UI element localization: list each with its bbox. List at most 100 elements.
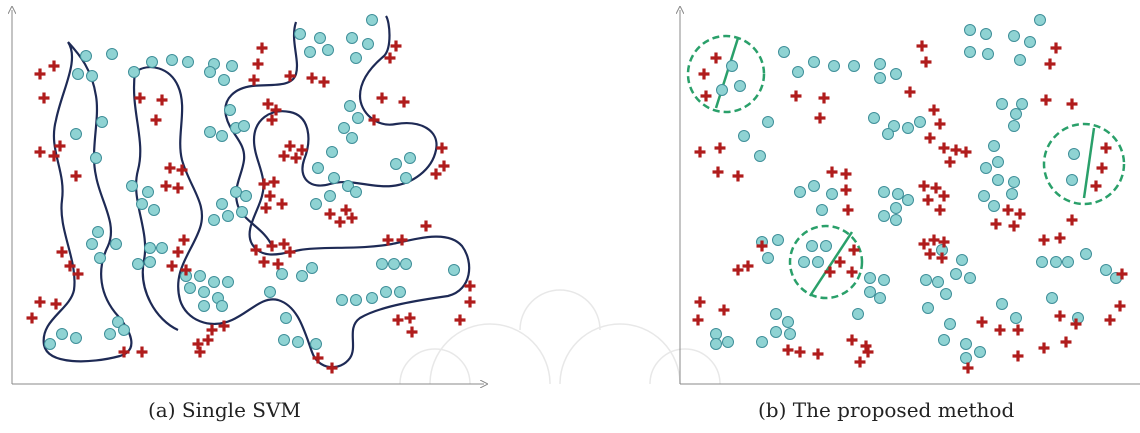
plus-marker xyxy=(150,114,162,126)
circle-marker xyxy=(762,116,774,128)
circle-marker xyxy=(812,256,824,268)
local-region xyxy=(788,224,864,300)
circle-marker xyxy=(938,334,950,346)
circle-marker xyxy=(964,24,976,36)
plus-marker xyxy=(846,334,858,346)
circle-marker xyxy=(112,316,124,328)
plus-marker xyxy=(960,146,972,158)
plus-marker xyxy=(928,234,940,246)
circle-marker xyxy=(314,32,326,44)
plus-marker xyxy=(176,164,188,176)
circle-marker xyxy=(806,240,818,252)
circle-marker xyxy=(280,312,292,324)
circle-marker xyxy=(944,318,956,330)
circle-marker xyxy=(1010,312,1022,324)
plus-marker xyxy=(50,298,62,310)
circle-marker xyxy=(988,200,1000,212)
circle-marker xyxy=(182,56,194,68)
circle-marker xyxy=(350,52,362,64)
circle-marker xyxy=(366,292,378,304)
local-region xyxy=(1042,122,1126,206)
panel-single-svm xyxy=(12,10,484,384)
plus-marker xyxy=(266,240,278,252)
plus-marker xyxy=(916,40,928,52)
circle-marker xyxy=(304,46,316,58)
plus-marker xyxy=(938,236,950,248)
plus-marker xyxy=(824,266,836,278)
circle-marker xyxy=(240,190,252,202)
circle-marker xyxy=(400,172,412,184)
circle-marker xyxy=(892,188,904,200)
circle-marker xyxy=(784,328,796,340)
circle-marker xyxy=(902,122,914,134)
plus-marker xyxy=(34,68,46,80)
plus-marker xyxy=(714,142,726,154)
plus-marker xyxy=(38,92,50,104)
circle-marker xyxy=(1006,188,1018,200)
circle-marker xyxy=(974,346,986,358)
circle-marker xyxy=(1010,108,1022,120)
plus-marker xyxy=(346,212,358,224)
plus-marker xyxy=(56,246,68,258)
circle-marker xyxy=(338,122,350,134)
plus-marker xyxy=(284,246,296,258)
circle-marker xyxy=(400,258,412,270)
circle-marker xyxy=(820,240,832,252)
local-hyperplane xyxy=(808,231,854,297)
circle-marker xyxy=(218,74,230,86)
plus-marker xyxy=(258,256,270,268)
circle-marker xyxy=(734,80,746,92)
circle-marker xyxy=(324,190,336,202)
plus-marker xyxy=(862,346,874,358)
plus-marker xyxy=(694,296,706,308)
circle-marker xyxy=(238,120,250,132)
plus-marker xyxy=(166,260,178,272)
circle-marker xyxy=(988,140,1000,152)
watermark-arc xyxy=(519,289,601,331)
plus-marker xyxy=(278,150,290,162)
circle-marker xyxy=(1050,256,1062,268)
plus-marker xyxy=(840,184,852,196)
circle-marker xyxy=(940,288,952,300)
plus-marker xyxy=(178,234,190,246)
plus-marker xyxy=(694,146,706,158)
circle-marker xyxy=(754,150,766,162)
plus-marker xyxy=(218,320,230,332)
circle-marker xyxy=(230,186,242,198)
circle-marker xyxy=(882,128,894,140)
circle-marker xyxy=(1066,174,1078,186)
plus-marker xyxy=(814,112,826,124)
plus-marker xyxy=(1054,232,1066,244)
plus-marker xyxy=(136,346,148,358)
circle-marker xyxy=(992,174,1004,186)
plus-marker xyxy=(306,72,318,84)
boundary-curve-left xyxy=(42,41,133,363)
plus-marker xyxy=(976,316,988,328)
plus-marker xyxy=(1070,318,1082,330)
circle-marker xyxy=(136,198,148,210)
plus-marker xyxy=(260,202,272,214)
circle-marker xyxy=(362,38,374,50)
plus-marker xyxy=(264,190,276,202)
circle-marker xyxy=(1024,36,1036,48)
plus-marker xyxy=(48,150,60,162)
circle-marker xyxy=(198,300,210,312)
circle-marker xyxy=(448,264,460,276)
circle-marker xyxy=(726,60,738,72)
plus-marker xyxy=(464,296,476,308)
circle-marker xyxy=(864,272,876,284)
circle-marker xyxy=(216,198,228,210)
plus-marker xyxy=(454,314,466,326)
circle-marker xyxy=(808,180,820,192)
plus-marker xyxy=(156,94,168,106)
circle-marker xyxy=(716,84,728,96)
circle-marker xyxy=(222,210,234,222)
watermark-arc xyxy=(649,348,721,385)
circle-marker xyxy=(950,268,962,280)
circle-marker xyxy=(336,294,348,306)
plus-marker xyxy=(1066,214,1078,226)
circle-marker xyxy=(148,204,160,216)
plus-marker xyxy=(990,218,1002,230)
plus-marker xyxy=(934,204,946,216)
circle-marker xyxy=(874,292,886,304)
